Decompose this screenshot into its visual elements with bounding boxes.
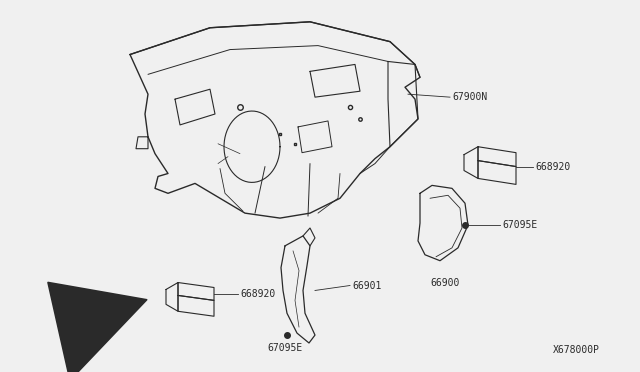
Text: 66901: 66901 (352, 280, 381, 291)
Text: 668920: 668920 (240, 289, 275, 299)
Text: 67095E: 67095E (267, 343, 302, 353)
Text: FRONT: FRONT (78, 305, 118, 315)
Text: 668920: 668920 (535, 161, 570, 171)
Text: 67095E: 67095E (502, 220, 537, 230)
Text: X678000P: X678000P (553, 345, 600, 355)
Text: 67900N: 67900N (452, 92, 487, 102)
Text: 66900: 66900 (430, 278, 460, 288)
